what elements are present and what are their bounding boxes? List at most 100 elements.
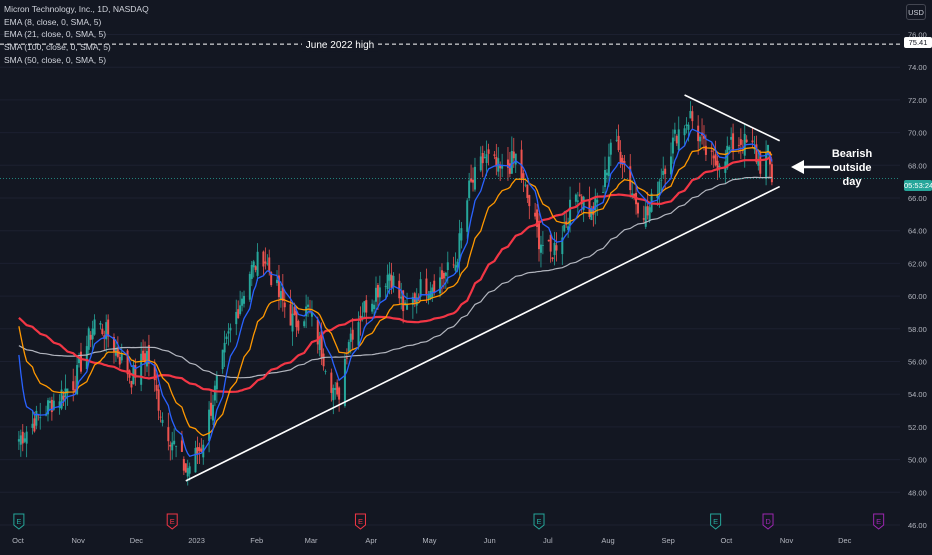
candle-body [767, 144, 770, 155]
candle-body [378, 287, 381, 298]
candle-body [677, 129, 680, 150]
candle-body [594, 196, 597, 211]
candle-body [254, 266, 257, 270]
candle-body [89, 334, 92, 340]
legend-ema21[interactable]: EMA (21, close, 0, SMA, 5) [4, 29, 107, 40]
candle-body [452, 264, 455, 266]
candle-body [730, 136, 733, 140]
event-marker-E[interactable]: E [354, 513, 366, 530]
x-tick-label: 2023 [188, 536, 205, 545]
y-tick-label: 74.00 [908, 63, 927, 72]
candle-body [536, 209, 539, 227]
event-marker-letter: D [765, 517, 771, 526]
candle-body [704, 145, 707, 155]
candle-body [460, 228, 463, 241]
candle-body [685, 124, 688, 126]
candle-body [305, 306, 308, 317]
candle-body [683, 128, 686, 136]
candle-body [466, 200, 469, 232]
legend-sma100[interactable]: SMA (100, close, 0, SMA, 5) [4, 42, 111, 53]
candle-body [264, 261, 267, 264]
june-high-annotation: June 2022 high [306, 40, 374, 51]
support-trendline[interactable] [185, 185, 781, 482]
candle-body [487, 149, 490, 154]
candle-body [561, 237, 564, 255]
candle-body [291, 313, 294, 332]
candle-body [710, 150, 713, 152]
candle-body [48, 400, 51, 404]
currency-button[interactable]: USD [906, 4, 926, 20]
event-marker-E[interactable]: E [13, 513, 25, 530]
candle-body [211, 404, 214, 421]
candle-body [338, 387, 341, 400]
candle-body [307, 304, 310, 307]
x-tick-label: Oct [12, 536, 25, 545]
x-tick-label: Jul [543, 536, 553, 545]
candle-body [481, 152, 484, 164]
candle-body [62, 395, 65, 400]
candle-body [660, 179, 663, 181]
candle-body [66, 388, 69, 394]
candle-body [169, 444, 172, 447]
candle-body [440, 270, 443, 280]
candle-body [142, 350, 145, 361]
candle-body [91, 328, 94, 340]
x-tick-label: Feb [250, 536, 263, 545]
candle-body [644, 206, 647, 227]
candle-body [145, 350, 148, 367]
candle-body [363, 301, 366, 313]
legend-sma50[interactable]: SMA (50, close, 0, SMA, 5) [4, 54, 107, 65]
candle-body [615, 139, 618, 141]
x-tick-label: Nov [780, 536, 794, 545]
candle-body [347, 342, 350, 352]
candle-body [458, 233, 461, 262]
candle-body [590, 208, 593, 220]
candle-body [439, 277, 442, 294]
event-marker-letter: E [537, 517, 542, 526]
bearish-arrowhead [791, 160, 804, 174]
candle-body [580, 196, 583, 205]
candle-body [751, 140, 754, 143]
candle-body [390, 274, 393, 288]
x-tick-label: Sep [661, 536, 674, 545]
candle-body [229, 327, 232, 331]
candle-body [153, 365, 156, 381]
candle-body [316, 319, 319, 345]
candle-body [198, 447, 201, 451]
candle-body [687, 124, 690, 130]
candle-body [101, 328, 104, 335]
candle-body [510, 150, 513, 174]
candle-body [567, 226, 570, 230]
candle-body [617, 135, 620, 151]
candle-body [374, 287, 377, 302]
candle-body [293, 306, 296, 315]
event-marker-E[interactable]: E [533, 513, 545, 530]
candle-body [539, 244, 542, 253]
candle-body [759, 153, 762, 174]
event-marker-E[interactable]: E [873, 513, 885, 530]
candle-body [631, 193, 634, 196]
x-tick-label: Mar [305, 536, 318, 545]
event-marker-D[interactable]: D [762, 513, 774, 530]
legend-ema8[interactable]: EMA (8, close, 0, SMA, 5) [4, 16, 102, 27]
candle-body [50, 399, 53, 413]
candle-body [180, 440, 183, 452]
candle-body [415, 297, 418, 306]
candle-body [702, 135, 705, 139]
event-marker-shape [710, 513, 722, 530]
candle-body [485, 154, 488, 164]
event-marker-E[interactable]: E [710, 513, 722, 530]
candle-body [712, 155, 715, 159]
candle-body [658, 181, 661, 194]
candle-body [357, 322, 360, 346]
x-tick-label: Oct [721, 536, 734, 545]
candle-body [200, 448, 203, 452]
event-marker-E[interactable]: E [166, 513, 178, 530]
candle-body [182, 458, 185, 471]
resistance-trendline[interactable] [684, 94, 781, 142]
candle-body [365, 300, 368, 313]
candle-body [609, 142, 612, 155]
candle-body [120, 353, 123, 361]
